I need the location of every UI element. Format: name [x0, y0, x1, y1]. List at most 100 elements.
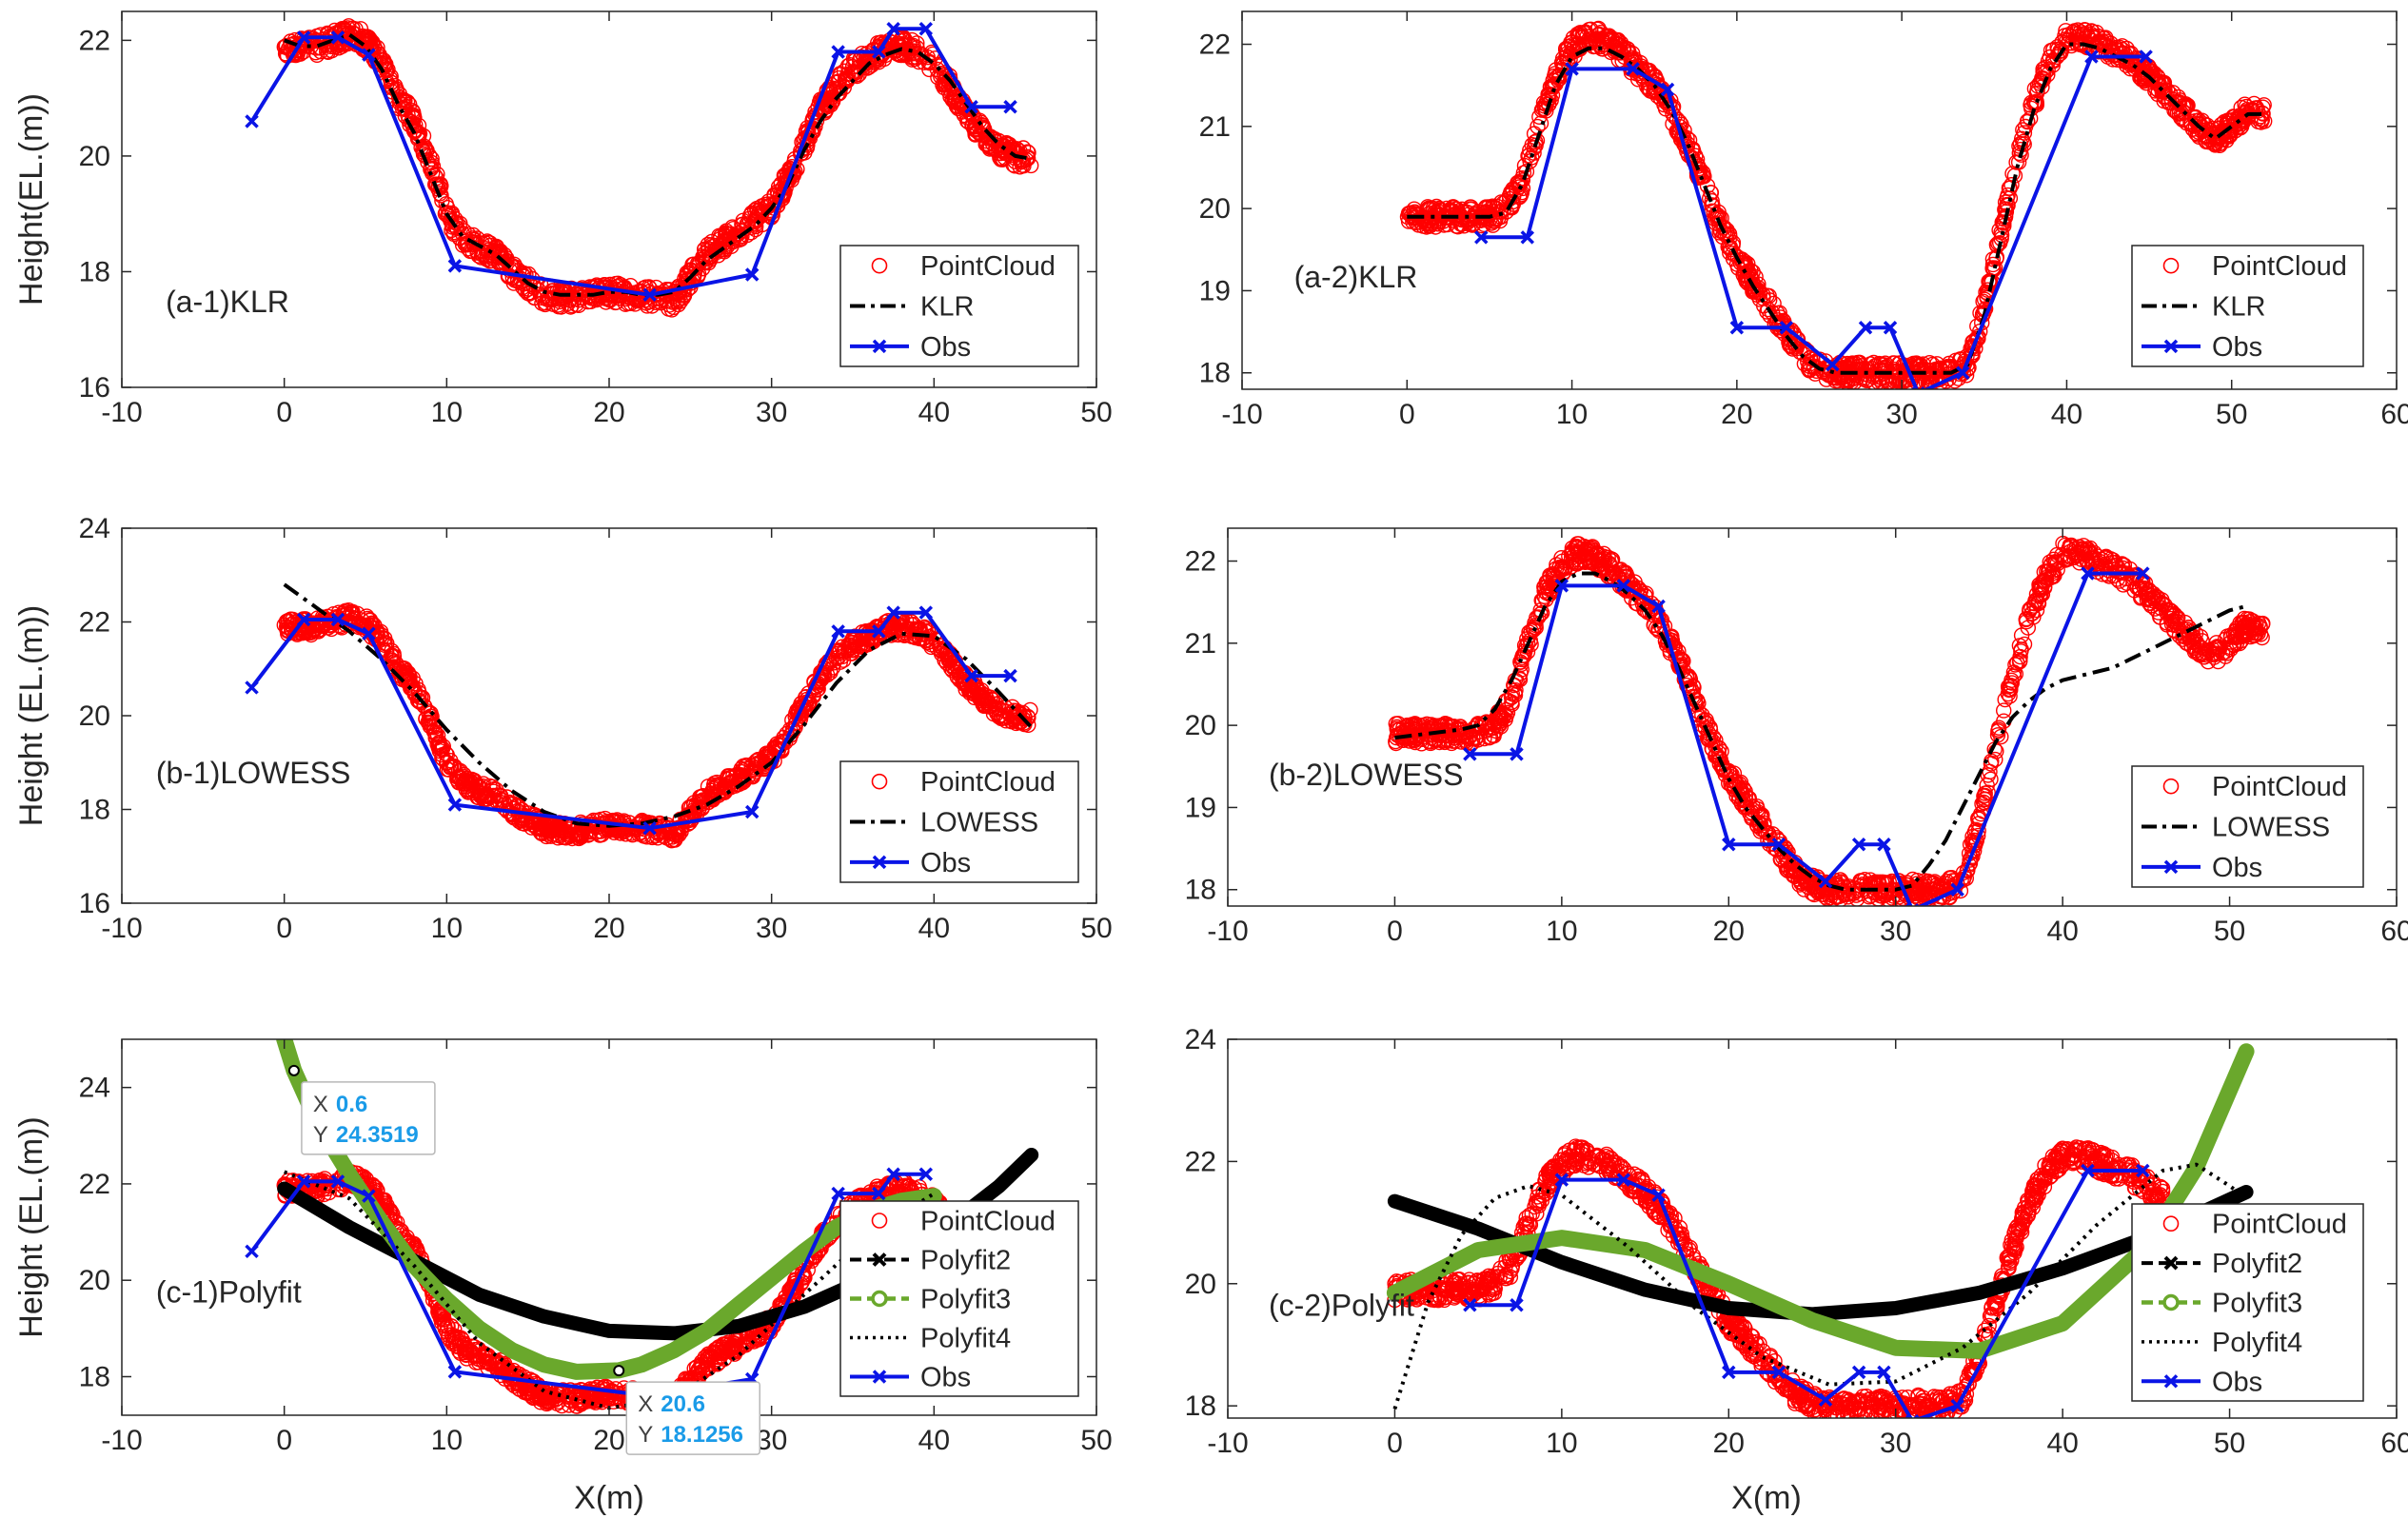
pointcloud-point [2044, 52, 2062, 69]
pointcloud-point [921, 53, 938, 69]
pointcloud-point [1706, 203, 1722, 220]
pointcloud-point [1851, 354, 1868, 371]
pointcloud-point [1747, 282, 1764, 298]
obs-marker [1660, 82, 1675, 97]
pointcloud-point [973, 687, 990, 703]
pointcloud-point [410, 693, 427, 710]
pointcloud-point [439, 761, 455, 778]
pointcloud-point [407, 122, 424, 138]
pointcloud-point [552, 821, 568, 838]
pointcloud-point [947, 94, 963, 110]
x-tick-label: 50 [1080, 913, 1112, 944]
pointcloud-point [2150, 82, 2166, 99]
x-tick-label: 0 [276, 913, 292, 944]
pointcloud-point [1885, 372, 1902, 389]
pointcloud-point [1740, 256, 1756, 272]
pointcloud-point [452, 762, 468, 779]
obs-marker [872, 45, 886, 59]
pointcloud-point [2084, 24, 2101, 40]
pointcloud-point [859, 60, 876, 76]
pointcloud-point [1569, 536, 1586, 552]
pointcloud-point [324, 43, 340, 59]
pointcloud-point [1445, 199, 1462, 215]
obs-marker [245, 114, 259, 128]
pointcloud-point [820, 96, 838, 112]
y-tick-label: 22 [79, 25, 110, 56]
pointcloud-point [285, 611, 301, 628]
pointcloud-point [694, 251, 711, 267]
pointcloud-point [1862, 872, 1879, 888]
obs-marker [886, 605, 900, 620]
y-tick-label: 19 [1199, 275, 1231, 306]
pointcloud-point [1645, 73, 1661, 90]
pointcloud-point [847, 67, 864, 83]
pointcloud-point [1449, 218, 1466, 235]
panel-label: (a-2)KLR [1294, 260, 1418, 294]
pointcloud-point [1414, 218, 1431, 234]
obs-marker [2139, 49, 2153, 64]
plot-area-b2 [1388, 535, 2271, 906]
pointcloud-point [1551, 68, 1568, 85]
y-tick-label: 21 [1199, 111, 1231, 143]
pointcloud-point [754, 198, 770, 214]
pointcloud-point [704, 782, 720, 799]
pointcloud-point [424, 719, 441, 735]
pointcloud-point [383, 648, 400, 664]
pointcloud-point [1832, 891, 1848, 906]
obs-marker [447, 259, 463, 273]
pointcloud-point [2022, 110, 2039, 127]
plot-area-b1 [245, 582, 1038, 849]
pointcloud-point [1994, 214, 2010, 230]
pointcloud-point [1429, 198, 1445, 215]
pointcloud-point [967, 115, 984, 131]
pointcloud-point [2013, 643, 2029, 660]
pointcloud-point [1007, 158, 1023, 174]
obs-marker [642, 820, 657, 836]
pointcloud-point [439, 755, 455, 772]
pointcloud-point [956, 676, 972, 692]
pointcloud-point [665, 292, 681, 308]
pointcloud-point [1818, 371, 1835, 387]
y-tick-label: 22 [1199, 30, 1231, 61]
x-tick-label: 40 [918, 397, 950, 428]
pointcloud-point [988, 134, 1004, 150]
pointcloud-point [1806, 358, 1822, 375]
pointcloud-point [472, 779, 488, 796]
x-tick-label: -10 [101, 913, 142, 944]
legend-marker-pointcloud [871, 257, 888, 274]
pointcloud-point [1913, 361, 1930, 377]
obs-marker [744, 267, 760, 282]
pointcloud-point [790, 705, 807, 721]
obs-marker [296, 612, 311, 627]
pointcloud-point [733, 231, 749, 247]
pointcloud-point [998, 134, 1015, 151]
pointcloud-point [2044, 57, 2062, 73]
pointcloud-point [2207, 129, 2223, 147]
pointcloud-point [1759, 304, 1775, 320]
obs-marker [1956, 365, 1970, 380]
obs-marker [744, 804, 760, 819]
pointcloud-point [826, 655, 842, 671]
pointcloud-point [687, 798, 704, 815]
pointcloud-point [407, 676, 424, 692]
pointcloud-point [1533, 592, 1549, 608]
x-tick-label: 10 [431, 397, 463, 428]
pointcloud-point [530, 282, 546, 298]
pointcloud-point [362, 612, 378, 629]
obs-marker [1520, 230, 1535, 245]
pointcloud-point [1009, 707, 1025, 724]
legend-label: Obs [920, 848, 971, 878]
pointcloud-point [503, 261, 521, 278]
pointcloud-point [1855, 371, 1872, 387]
pointcloud-point [955, 104, 971, 120]
obs-marker [918, 21, 934, 36]
pointcloud-point [526, 289, 543, 306]
obs-marker [362, 48, 376, 62]
pointcloud-point [1740, 263, 1756, 280]
pointcloud-point [1526, 126, 1543, 142]
obs-marker [447, 798, 463, 812]
pointcloud-point [338, 602, 354, 619]
